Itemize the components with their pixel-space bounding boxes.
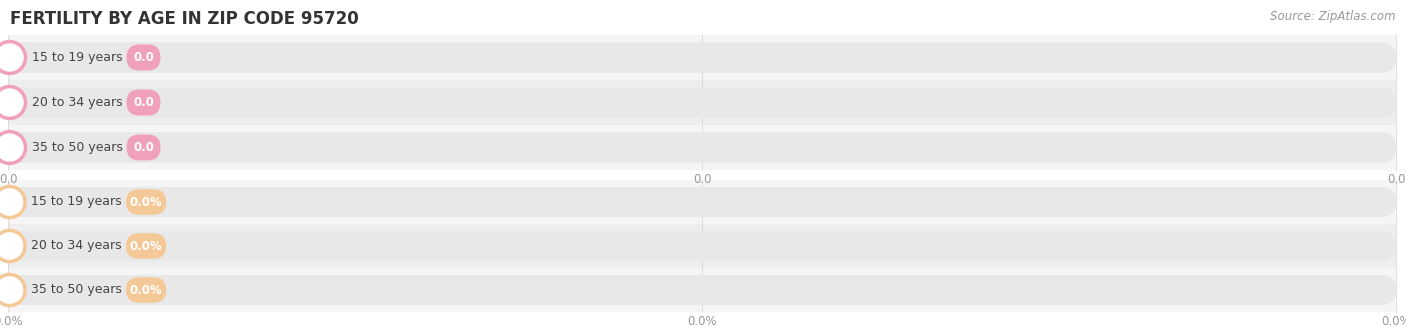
- Text: 0.0: 0.0: [1386, 173, 1405, 186]
- Circle shape: [0, 86, 25, 118]
- Circle shape: [0, 230, 25, 262]
- Text: 20 to 34 years: 20 to 34 years: [31, 240, 122, 252]
- Bar: [8, 80, 1396, 125]
- Text: 0.0%: 0.0%: [1381, 315, 1406, 328]
- FancyBboxPatch shape: [8, 231, 1396, 261]
- FancyBboxPatch shape: [127, 89, 160, 116]
- FancyBboxPatch shape: [8, 275, 1396, 305]
- FancyBboxPatch shape: [127, 135, 160, 160]
- Circle shape: [0, 42, 25, 73]
- Text: 15 to 19 years: 15 to 19 years: [31, 195, 122, 209]
- FancyBboxPatch shape: [127, 277, 166, 303]
- Bar: [8, 180, 1396, 224]
- Text: Source: ZipAtlas.com: Source: ZipAtlas.com: [1271, 10, 1396, 23]
- FancyBboxPatch shape: [8, 42, 1396, 73]
- Bar: [8, 224, 1396, 268]
- Bar: [8, 35, 1396, 80]
- Text: 0.0%: 0.0%: [0, 315, 22, 328]
- Text: 0.0: 0.0: [693, 173, 711, 186]
- Text: 15 to 19 years: 15 to 19 years: [31, 51, 122, 64]
- Text: 0.0%: 0.0%: [129, 283, 163, 296]
- Text: 0.0: 0.0: [134, 51, 153, 64]
- Text: 0.0: 0.0: [134, 141, 153, 154]
- FancyBboxPatch shape: [8, 132, 1396, 163]
- FancyBboxPatch shape: [127, 233, 166, 259]
- Text: 0.0%: 0.0%: [129, 195, 163, 209]
- Text: 35 to 50 years: 35 to 50 years: [31, 283, 122, 296]
- Text: 0.0%: 0.0%: [688, 315, 717, 328]
- Text: 0.0: 0.0: [0, 173, 17, 186]
- Circle shape: [0, 186, 25, 217]
- FancyBboxPatch shape: [8, 187, 1396, 217]
- Bar: [8, 125, 1396, 170]
- FancyBboxPatch shape: [127, 189, 166, 215]
- Text: 20 to 34 years: 20 to 34 years: [31, 96, 122, 109]
- FancyBboxPatch shape: [127, 45, 160, 71]
- FancyBboxPatch shape: [8, 87, 1396, 118]
- Circle shape: [0, 275, 25, 306]
- Bar: [8, 268, 1396, 312]
- Text: FERTILITY BY AGE IN ZIP CODE 95720: FERTILITY BY AGE IN ZIP CODE 95720: [10, 10, 359, 28]
- Text: 35 to 50 years: 35 to 50 years: [31, 141, 122, 154]
- Circle shape: [0, 132, 25, 163]
- Text: 0.0: 0.0: [134, 96, 153, 109]
- Text: 0.0%: 0.0%: [129, 240, 163, 252]
